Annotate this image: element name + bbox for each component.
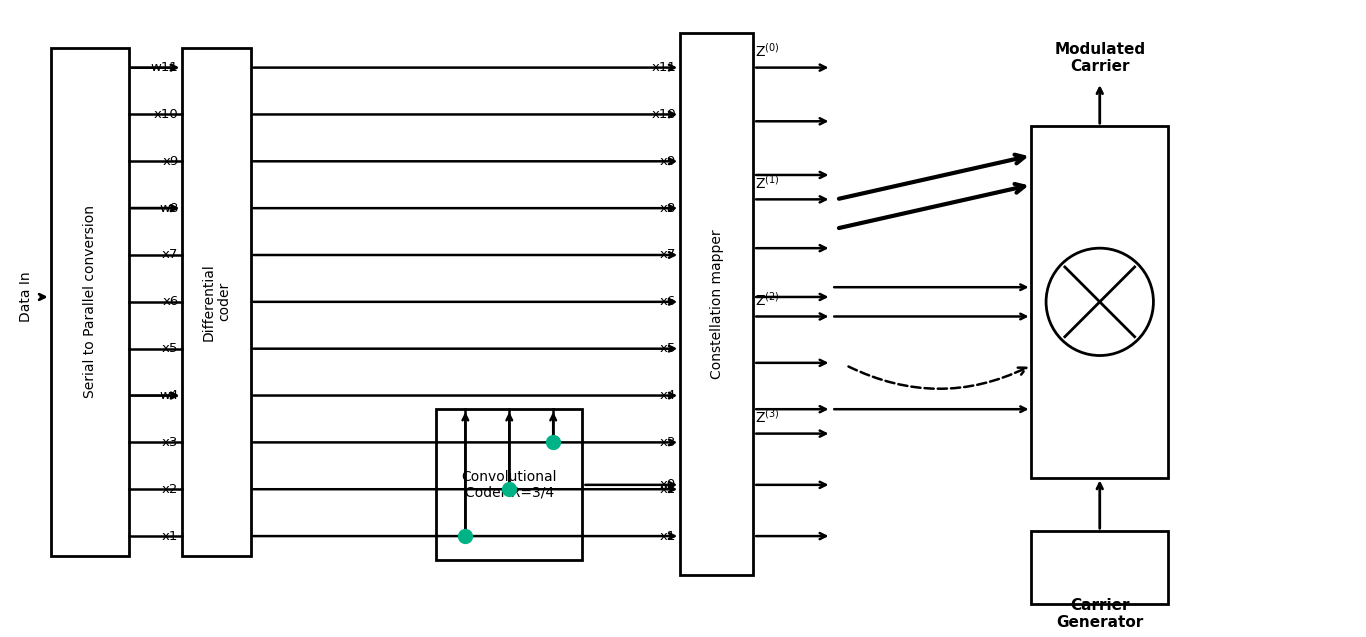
Text: w4: w4 — [160, 389, 179, 402]
Text: x5: x5 — [660, 342, 676, 355]
Text: x3: x3 — [163, 436, 179, 449]
Text: x2: x2 — [660, 483, 676, 496]
Bar — [436, 409, 582, 561]
Text: x1: x1 — [163, 529, 179, 543]
Bar — [1031, 126, 1168, 478]
Text: Z$^{(1)}$: Z$^{(1)}$ — [755, 174, 780, 192]
Text: Modulated
Carrier: Modulated Carrier — [1055, 41, 1145, 74]
Text: Z$^{(2)}$: Z$^{(2)}$ — [755, 290, 780, 309]
Text: w11: w11 — [150, 61, 179, 74]
Text: x5: x5 — [163, 342, 179, 355]
Text: x11: x11 — [652, 61, 676, 74]
Text: x7: x7 — [660, 248, 676, 262]
Text: Differential
coder: Differential coder — [201, 263, 232, 341]
Text: Convolutional
Coder R=3/4: Convolutional Coder R=3/4 — [462, 469, 557, 500]
Text: x4: x4 — [660, 389, 676, 402]
Text: Serial to Parallel conversion: Serial to Parallel conversion — [82, 205, 97, 398]
Text: x10: x10 — [652, 108, 676, 121]
Text: Carrier
Generator: Carrier Generator — [1056, 598, 1143, 631]
Text: x2: x2 — [163, 483, 179, 496]
Text: x9: x9 — [163, 155, 179, 168]
Text: x0: x0 — [660, 478, 676, 491]
Bar — [1031, 531, 1168, 605]
Text: x1: x1 — [660, 529, 676, 543]
Text: x6: x6 — [660, 296, 676, 308]
Bar — [680, 34, 753, 575]
Text: x6: x6 — [163, 296, 179, 308]
Text: x3: x3 — [660, 436, 676, 449]
Text: Data In: Data In — [19, 271, 33, 322]
Text: x10: x10 — [153, 108, 179, 121]
Circle shape — [1046, 248, 1153, 355]
Bar — [182, 48, 250, 555]
Text: Z$^{(3)}$: Z$^{(3)}$ — [755, 408, 780, 426]
Bar — [51, 48, 128, 555]
Text: w8: w8 — [160, 202, 179, 215]
Text: x7: x7 — [163, 248, 179, 262]
Text: x9: x9 — [660, 155, 676, 168]
Text: Constellation mapper: Constellation mapper — [710, 229, 724, 379]
Text: Z$^{(0)}$: Z$^{(0)}$ — [755, 42, 780, 60]
Text: x8: x8 — [660, 202, 676, 215]
FancyArrowPatch shape — [848, 366, 1026, 389]
